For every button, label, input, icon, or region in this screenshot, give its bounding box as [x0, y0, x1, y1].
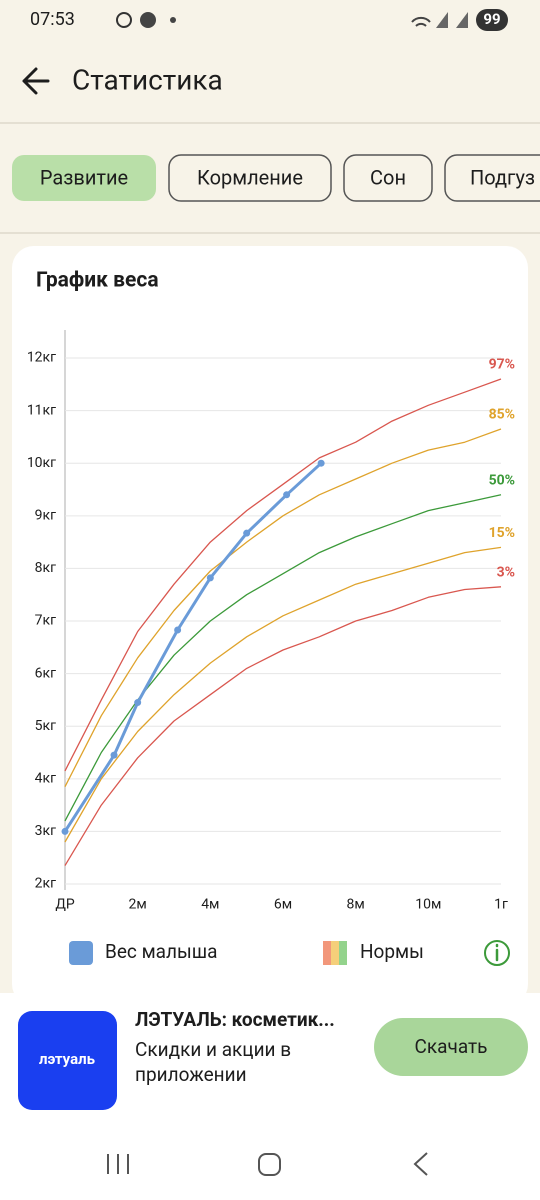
x-tick-label: 10м	[415, 897, 441, 913]
y-tick-label: 4кг	[35, 771, 56, 787]
tab-active[interactable]	[12, 155, 156, 201]
norm-label: 85%	[489, 407, 515, 423]
tab[interactable]	[343, 154, 433, 202]
weight-point	[283, 491, 291, 499]
tab-label: Развитие	[40, 165, 128, 189]
ad-title: ЛЭТУАЛЬ: косметик...	[135, 1008, 335, 1031]
legend-label: Вес малыша	[105, 940, 217, 963]
tab-label: Кормление	[197, 165, 303, 189]
status-icon	[116, 12, 132, 28]
norm-label: 50%	[489, 472, 515, 488]
ad-subtitle: приложении	[135, 1063, 247, 1086]
weight-point	[206, 574, 214, 582]
norm-label: 97%	[489, 357, 515, 373]
ad-subtitle: Скидки и акции в	[135, 1038, 291, 1061]
ad-logo-text: лэтуаль	[39, 1050, 95, 1068]
y-tick-label: 7кг	[35, 613, 56, 629]
nav-home[interactable]	[258, 1153, 281, 1176]
x-tick-label: 1г	[494, 897, 508, 913]
nav-recent[interactable]	[107, 1154, 129, 1174]
ad-button-label: Скачать	[415, 1035, 488, 1058]
tab[interactable]	[168, 154, 332, 202]
battery	[476, 9, 508, 31]
legend-swatch	[339, 941, 347, 965]
legend-swatch	[331, 941, 339, 965]
ad-button[interactable]	[374, 1018, 528, 1076]
status-time: 07:53	[30, 9, 75, 30]
status-icon	[140, 12, 156, 28]
x-tick-label: 8м	[347, 897, 365, 913]
norm-line	[64, 586, 502, 866]
x-tick-label: ДР	[55, 897, 75, 913]
ad-logo[interactable]	[18, 1011, 117, 1110]
legend-swatch	[323, 941, 331, 965]
weight-point	[243, 529, 251, 537]
y-tick-label: 11кг	[27, 402, 56, 418]
nav-back[interactable]	[413, 1152, 428, 1176]
weight-point	[110, 751, 118, 759]
x-tick-label: 2м	[129, 897, 147, 913]
y-tick-label: 8кг	[35, 560, 56, 576]
norm-label: 15%	[489, 525, 515, 541]
tab[interactable]	[444, 154, 540, 202]
legend-swatch	[69, 941, 93, 965]
tab-label: Подгуз	[470, 165, 535, 189]
norm-line	[64, 546, 502, 843]
back-button[interactable]	[22, 67, 50, 95]
y-tick-label: 5кг	[35, 718, 56, 734]
norm-line	[64, 378, 502, 772]
y-tick-label: 9кг	[35, 508, 56, 524]
tab-label: Сон	[370, 165, 406, 189]
chart-card	[12, 246, 528, 1006]
header-title: Статистика	[72, 63, 223, 96]
weight-line	[63, 462, 323, 833]
norm-label: 3%	[497, 565, 515, 581]
battery-level: 99	[483, 10, 500, 28]
x-tick-label: 4м	[201, 897, 219, 913]
y-tick-label: 6кг	[35, 665, 56, 681]
plot: 2кг 3кг 4кг 5кг 6кг 7кг 8кг 9кг 10кг 11кг 12кг ДР 2м…	[27, 350, 515, 913]
weight-point	[317, 459, 325, 467]
weight-point	[61, 827, 69, 835]
y-tick-label: 12кг	[27, 350, 56, 366]
weight-point	[174, 626, 182, 634]
y-tick-label: 10кг	[27, 455, 56, 471]
legend-label: Нормы	[360, 940, 424, 963]
weight-point	[134, 699, 142, 707]
y-tick-label: 2кг	[35, 876, 56, 892]
y-tick-label: 3кг	[35, 823, 56, 839]
status-icon	[170, 17, 176, 23]
x-tick-label: 6м	[274, 897, 292, 913]
chart-title: График веса	[36, 269, 159, 293]
norm-line	[64, 428, 502, 787]
signal-icon	[436, 12, 468, 28]
wifi-icon	[411, 16, 431, 27]
info-button[interactable]	[484, 940, 510, 966]
